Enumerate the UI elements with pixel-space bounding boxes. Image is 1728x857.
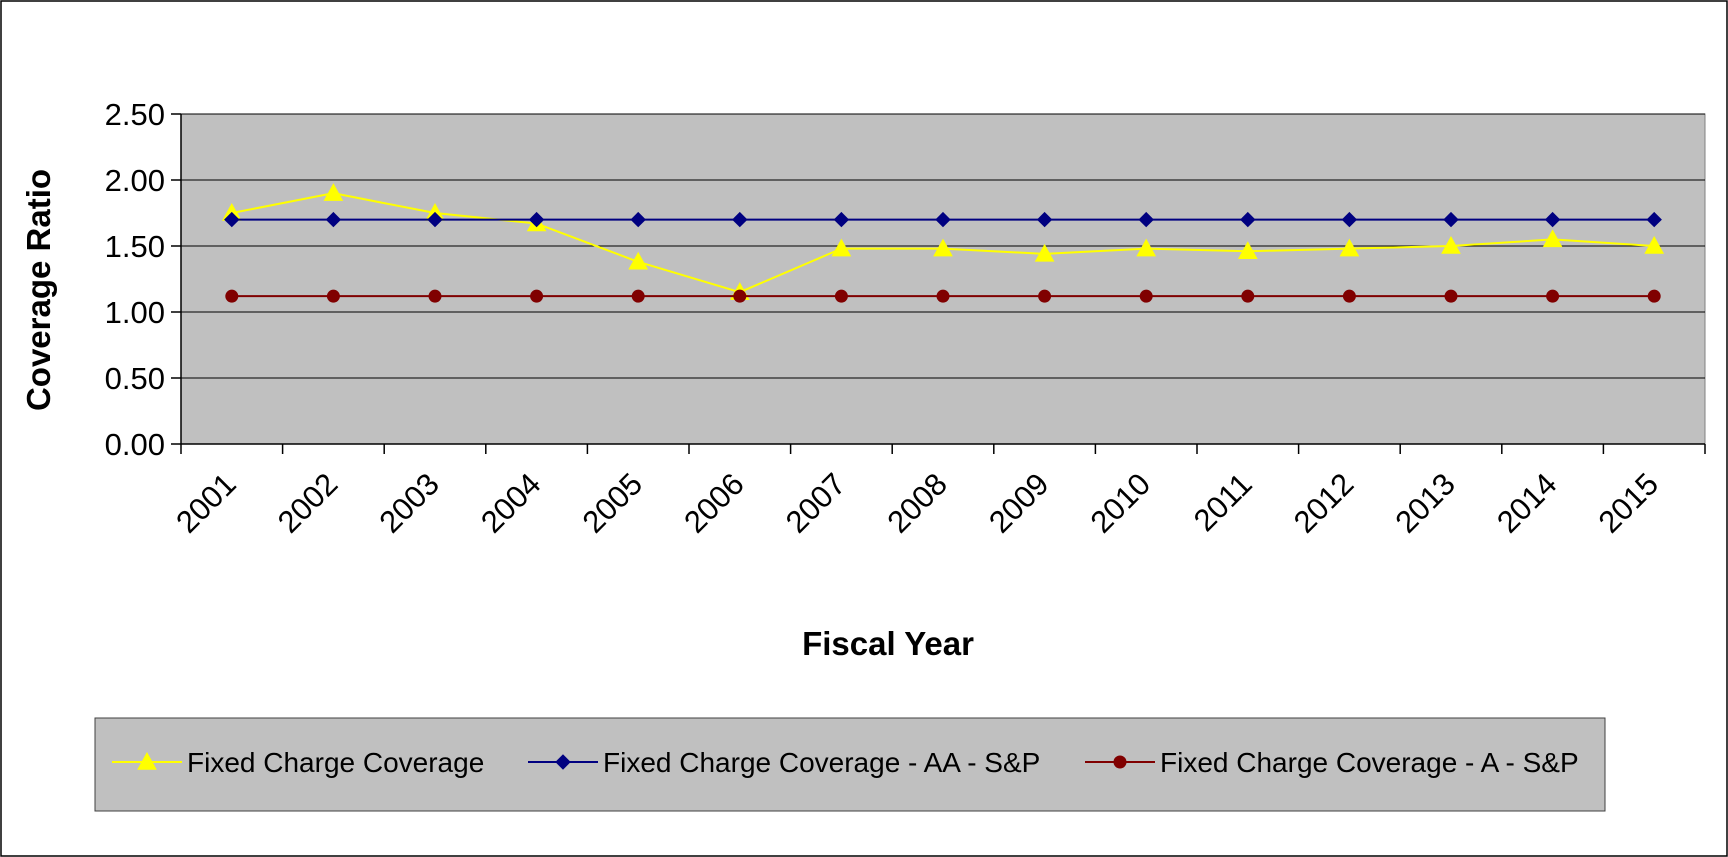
- data-point: [1544, 211, 1561, 228]
- data-point: [1444, 289, 1458, 303]
- x-axis-title: Fiscal Year: [802, 625, 974, 662]
- data-point: [831, 238, 852, 257]
- series-group: [221, 183, 1665, 303]
- data-point: [1646, 211, 1662, 228]
- y-tick-label: 0.00: [105, 427, 165, 462]
- data-point: [530, 289, 544, 303]
- data-point: [1441, 235, 1461, 254]
- data-point: [325, 211, 342, 228]
- series-2: [224, 211, 1662, 228]
- legend-marker: [555, 754, 571, 770]
- y-axis-title: Coverage Ratio: [20, 169, 57, 411]
- legend-marker: [137, 751, 157, 770]
- data-point: [427, 211, 443, 228]
- data-point: [1241, 289, 1255, 303]
- data-point: [935, 211, 951, 228]
- data-point: [630, 211, 646, 228]
- legend-label: Fixed Charge Coverage: [187, 747, 484, 778]
- data-point: [1339, 238, 1360, 257]
- data-point: [428, 289, 442, 303]
- data-point: [733, 289, 747, 303]
- data-point: [1542, 229, 1563, 248]
- data-point: [933, 238, 953, 257]
- legend-box: [94, 717, 1606, 812]
- data-point: [1240, 211, 1256, 228]
- y-tick-label: 0.50: [105, 361, 165, 396]
- legend: Fixed Charge Coverage Fixed Charge Covera…: [94, 717, 1606, 812]
- data-point: [323, 183, 344, 201]
- data-point: [326, 289, 340, 303]
- y-tick-label: 1.50: [105, 229, 165, 264]
- data-point: [834, 289, 848, 303]
- data-point: [1034, 243, 1055, 262]
- data-point: [1139, 289, 1153, 303]
- y-tick-label: 1.00: [105, 295, 165, 330]
- data-point: [628, 251, 649, 270]
- legend-entry: Fixed Charge Coverage - AA - S&P: [528, 747, 1040, 778]
- data-point: [936, 289, 950, 303]
- data-point: [631, 289, 645, 303]
- data-point: [1342, 289, 1356, 303]
- plot-area: [180, 113, 1706, 445]
- data-point: [1038, 289, 1052, 303]
- legend-label: Fixed Charge Coverage - AA - S&P: [603, 747, 1040, 778]
- y-tick-label: 2.00: [105, 163, 165, 198]
- series-3: [225, 289, 1661, 303]
- legend-label: Fixed Charge Coverage - A - S&P: [1160, 747, 1579, 778]
- data-point: [1036, 211, 1053, 228]
- data-point: [225, 289, 239, 303]
- y-tick-label: 2.50: [105, 97, 165, 132]
- series-1: [221, 183, 1665, 300]
- data-point: [1341, 211, 1358, 228]
- data-point: [1138, 211, 1154, 228]
- data-point: [1136, 238, 1157, 257]
- data-point: [1237, 241, 1258, 259]
- data-point: [833, 211, 850, 228]
- data-point: [1647, 289, 1661, 303]
- data-point: [1546, 289, 1560, 303]
- gridlines: [181, 113, 1705, 379]
- legend-entry: Fixed Charge Coverage - A - S&P: [1085, 747, 1579, 778]
- data-point: [732, 211, 748, 228]
- data-point: [1443, 211, 1459, 228]
- data-point: [224, 211, 240, 228]
- data-point: [528, 211, 545, 228]
- data-point: [1644, 235, 1665, 254]
- legend-entry: Fixed Charge Coverage: [112, 747, 484, 778]
- legend-marker: [1113, 755, 1127, 769]
